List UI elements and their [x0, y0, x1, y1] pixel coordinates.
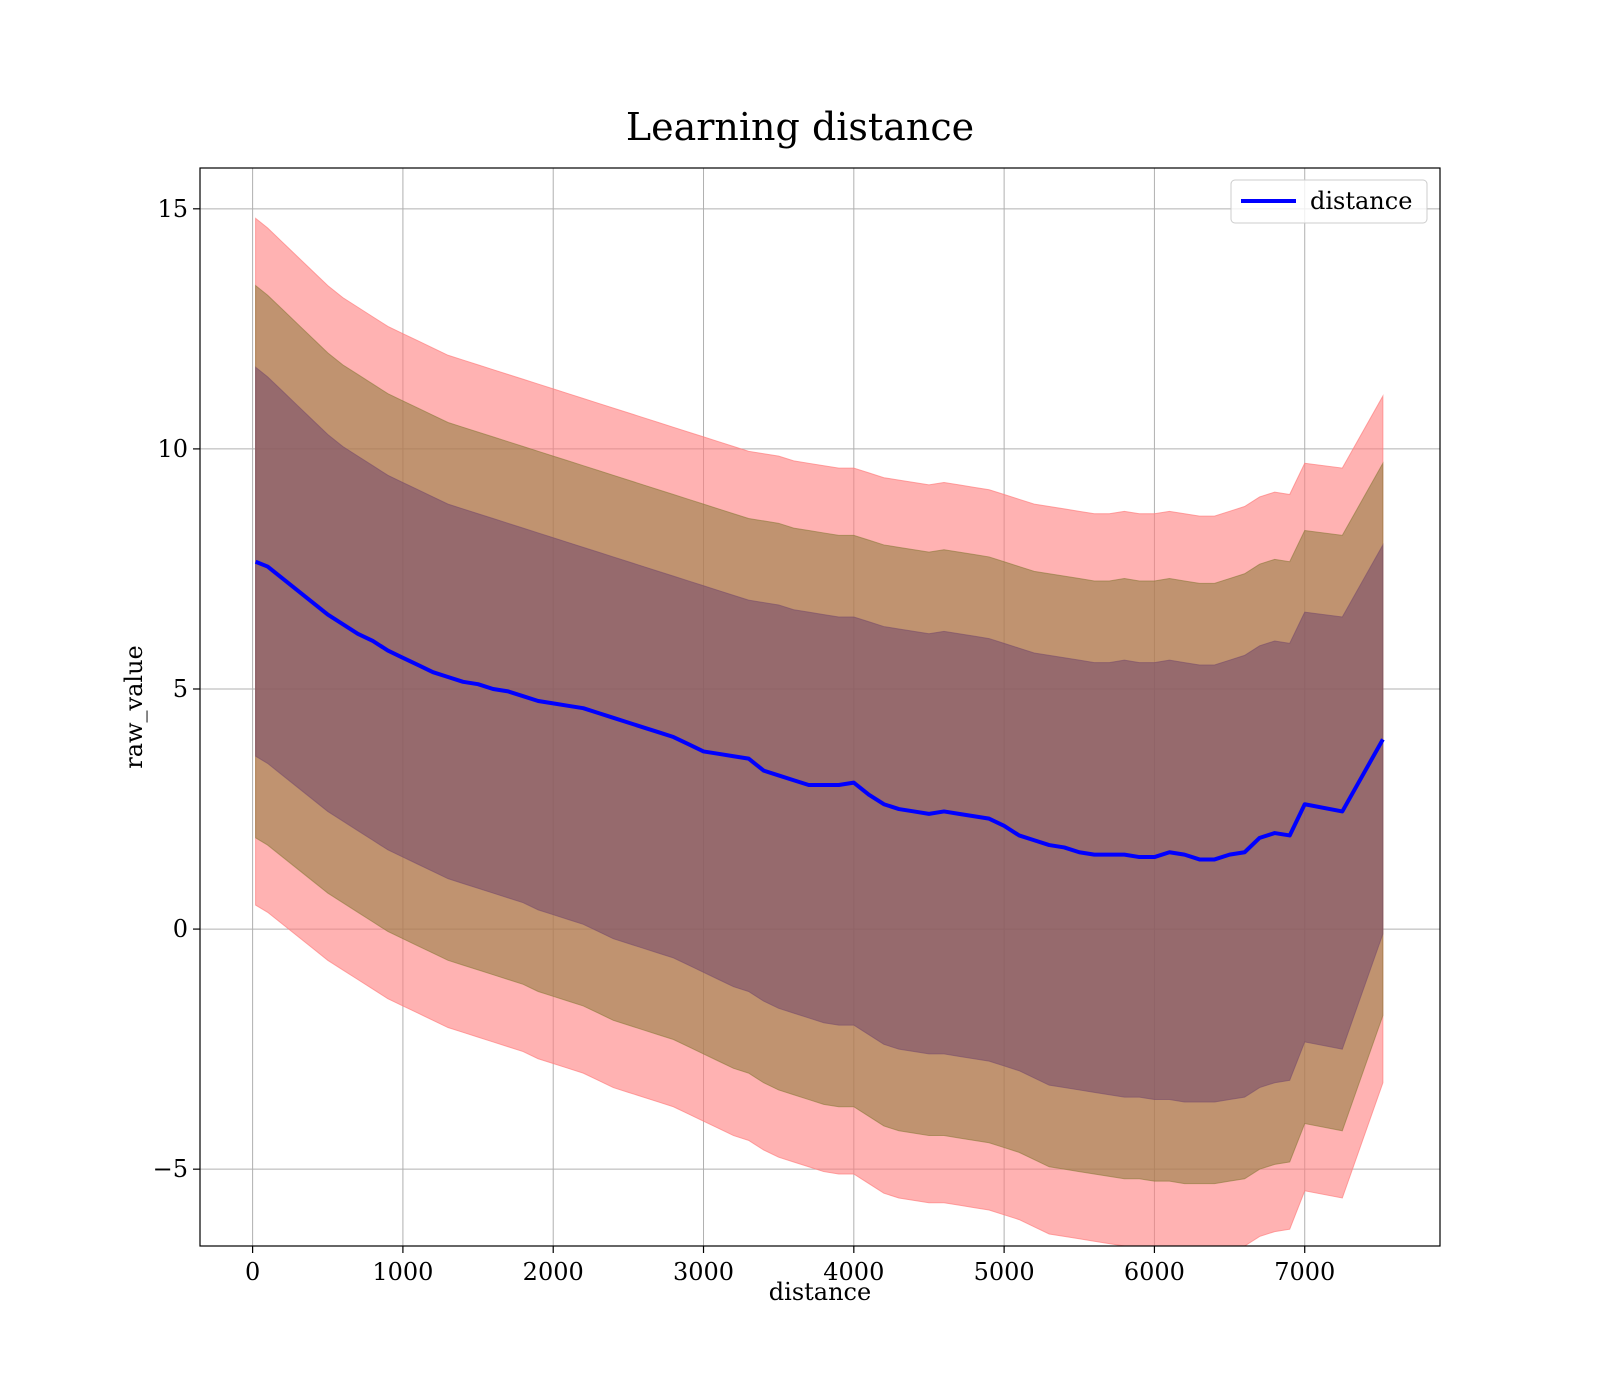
uncertainty-bands — [255, 217, 1384, 1246]
y-axis-ticks: −5 0 5 10 15 — [153, 195, 200, 1183]
series-lines — [254, 559, 1385, 862]
y-tick-label: 15 — [157, 195, 188, 223]
band-inner — [255, 366, 1384, 1103]
y-tick-label: −5 — [153, 1155, 188, 1183]
plot-frame — [199, 167, 1441, 1247]
x-tick-label: 1000 — [372, 1258, 433, 1286]
y-tick-label: 0 — [173, 915, 188, 943]
legend-label-distance: distance — [1310, 187, 1412, 215]
chart-title: Learning distance — [626, 105, 974, 149]
legend: distance — [1230, 179, 1428, 224]
y-axis-label: raw_value — [120, 645, 148, 769]
x-tick-label: 5000 — [974, 1258, 1035, 1286]
x-tick-label: 0 — [245, 1258, 260, 1286]
x-tick-label: 2000 — [523, 1258, 584, 1286]
y-tick-label: 10 — [157, 435, 188, 463]
x-tick-label: 7000 — [1274, 1258, 1335, 1286]
x-tick-label: 3000 — [673, 1258, 734, 1286]
x-axis-label: distance — [769, 1278, 871, 1306]
series-line-distance — [254, 559, 1385, 862]
x-tick-label: 4000 — [823, 1258, 884, 1286]
legend-box — [1230, 179, 1428, 224]
x-axis-ticks: 0 1000 2000 3000 4000 5000 6000 7000 — [245, 1246, 1335, 1286]
x-tick-label: 6000 — [1124, 1258, 1185, 1286]
y-tick-label: 5 — [173, 675, 188, 703]
